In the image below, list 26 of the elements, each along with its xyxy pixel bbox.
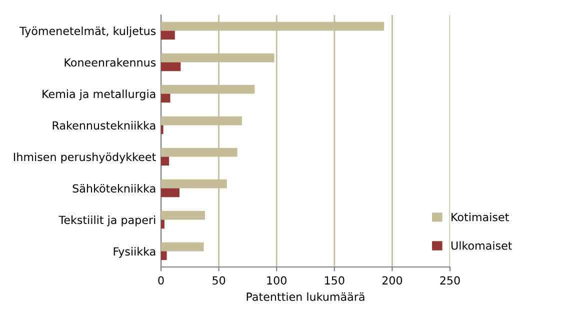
bar xyxy=(161,251,167,260)
legend-label: Ulkomaiset xyxy=(451,241,512,250)
y-tick-label: Sähkötekniikka xyxy=(72,184,156,193)
bar xyxy=(161,242,204,252)
bar xyxy=(161,94,170,103)
x-tick-label: 100 xyxy=(267,276,286,285)
x-tick-label: 150 xyxy=(325,276,344,285)
bar xyxy=(161,156,170,166)
x-axis-title: Patenttien lukumäärä xyxy=(246,292,364,301)
bar xyxy=(161,210,205,220)
y-tick-label: Työmenetelmät, kuljetus xyxy=(19,26,156,38)
y-tick-label: Kemia ja metallurgia xyxy=(42,90,156,100)
x-tick-label: 200 xyxy=(382,276,402,285)
bar xyxy=(161,220,164,229)
y-tick-label: Koneenrakennus xyxy=(64,58,156,67)
bar xyxy=(161,62,181,72)
y-tick-label: Rakennustekniikka xyxy=(52,121,156,130)
x-tick-label: 0 xyxy=(158,276,164,285)
y-tick-label: Ihmisen perushyödykkeet xyxy=(14,152,156,164)
x-tick-label: 250 xyxy=(440,276,460,285)
bar xyxy=(161,188,180,198)
y-tick-label: Tekstiilit ja paperi xyxy=(58,216,156,226)
legend-label: Kotimaiset xyxy=(452,212,509,222)
x-tick-label: 50 xyxy=(212,276,226,285)
y-tick-label: Fysiikka xyxy=(114,247,156,258)
bar xyxy=(161,30,175,40)
